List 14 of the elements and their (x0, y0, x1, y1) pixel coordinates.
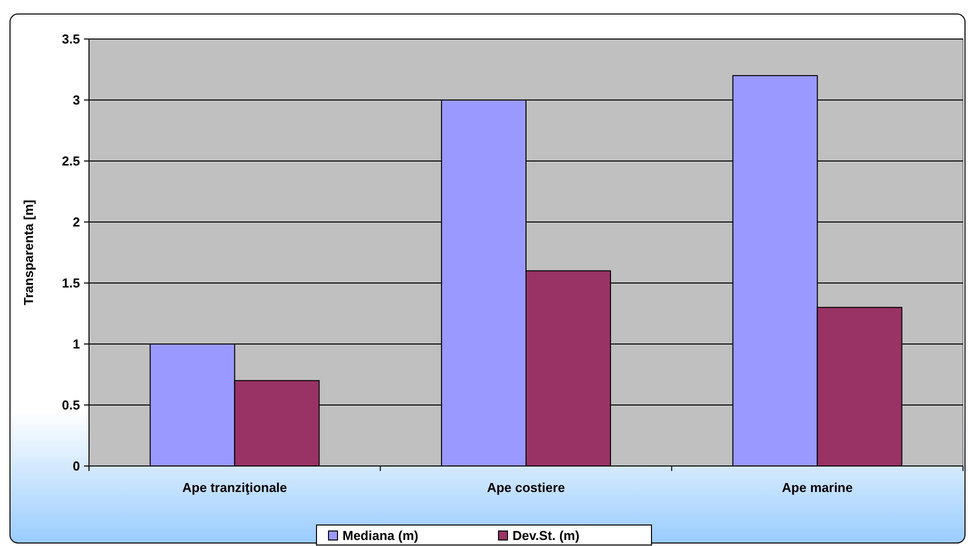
y-tick-label: 2.5 (62, 154, 80, 169)
y-tick-label: 1.5 (62, 276, 80, 291)
y-tick-label: 0 (72, 458, 80, 474)
y-tick-label: 2 (72, 214, 80, 230)
y-tick-label: 3 (72, 92, 80, 108)
y-tick-label: 3.5 (62, 32, 80, 47)
y-tick-label: 0.5 (62, 398, 80, 413)
legend-label: Mediana (m) (342, 528, 418, 543)
x-tick-label: Ape costiere (486, 480, 566, 495)
legend-label: Dev.St. (m) (512, 528, 580, 543)
x-tick-label: Ape tranziţionale (182, 480, 288, 495)
y-axis-title: Transparenta [m] (21, 200, 36, 306)
y-tick-label: 1 (72, 336, 80, 352)
x-tick-label: Ape marine (782, 480, 853, 495)
